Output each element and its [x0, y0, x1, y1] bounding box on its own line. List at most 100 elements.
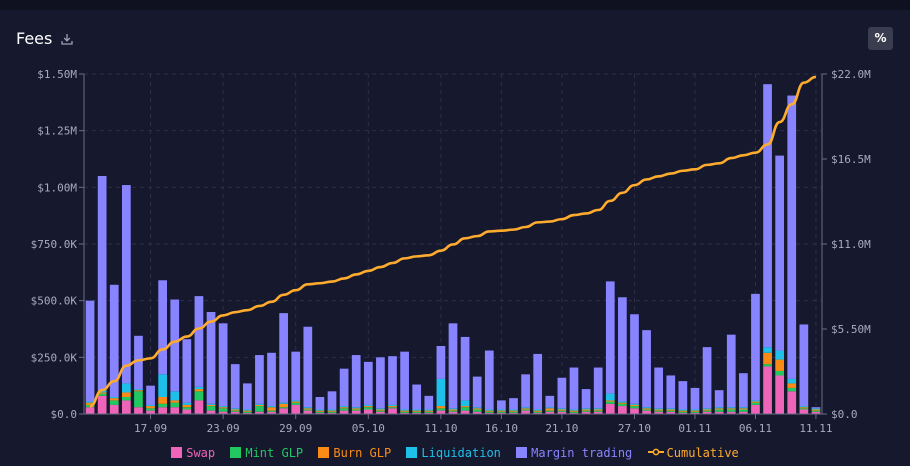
- bar-swap[interactable]: [267, 411, 276, 414]
- bar-margin-trading[interactable]: [109, 284, 119, 397]
- cumulative-line[interactable]: [89, 75, 817, 408]
- bar-liquidation[interactable]: [303, 407, 313, 409]
- bar-mint-glp[interactable]: [242, 411, 252, 413]
- bar-mint-glp[interactable]: [787, 387, 797, 392]
- bar-burn-glp[interactable]: [388, 406, 397, 408]
- bar-mint-glp[interactable]: [448, 410, 458, 412]
- bar-burn-glp[interactable]: [763, 352, 772, 365]
- bar-swap[interactable]: [400, 412, 409, 414]
- bar-burn-glp[interactable]: [630, 404, 639, 407]
- bar-mint-glp[interactable]: [775, 370, 785, 376]
- bar-mint-glp[interactable]: [557, 410, 567, 412]
- bar-swap[interactable]: [654, 411, 664, 414]
- bar-liquidation[interactable]: [605, 393, 615, 401]
- bar-mint-glp[interactable]: [327, 411, 337, 413]
- bar-mint-glp[interactable]: [521, 409, 530, 411]
- bar-margin-trading[interactable]: [484, 350, 494, 410]
- bar-liquidation[interactable]: [642, 407, 651, 409]
- bar-swap[interactable]: [811, 411, 821, 414]
- bar-liquidation[interactable]: [279, 402, 288, 404]
- bar-swap[interactable]: [424, 412, 434, 414]
- bar-margin-trading[interactable]: [146, 385, 155, 405]
- bar-mint-glp[interactable]: [121, 397, 131, 401]
- bar-liquidation[interactable]: [521, 407, 530, 409]
- bar-mint-glp[interactable]: [569, 411, 579, 413]
- bar-mint-glp[interactable]: [279, 407, 288, 409]
- bar-liquidation[interactable]: [666, 408, 676, 410]
- bar-liquidation[interactable]: [799, 406, 809, 408]
- bar-margin-trading[interactable]: [557, 377, 567, 409]
- bar-liquidation[interactable]: [533, 409, 543, 411]
- bar-swap[interactable]: [85, 407, 95, 414]
- bar-swap[interactable]: [436, 410, 446, 414]
- bar-liquidation[interactable]: [448, 408, 458, 410]
- bar-margin-trading[interactable]: [533, 353, 543, 410]
- bar-liquidation[interactable]: [206, 403, 216, 405]
- bar-swap[interactable]: [702, 411, 712, 414]
- bar-mint-glp[interactable]: [726, 409, 736, 412]
- bar-mint-glp[interactable]: [230, 410, 240, 412]
- legend-item-margin[interactable]: Margin trading: [516, 446, 632, 460]
- bar-margin-trading[interactable]: [702, 347, 712, 409]
- bar-mint-glp[interactable]: [811, 410, 821, 412]
- bar-margin-trading[interactable]: [763, 84, 772, 348]
- bar-margin-trading[interactable]: [158, 280, 167, 375]
- bar-burn-glp[interactable]: [291, 401, 301, 403]
- bar-liquidation[interactable]: [339, 406, 349, 408]
- bar-margin-trading[interactable]: [448, 323, 458, 409]
- bar-liquidation[interactable]: [424, 409, 434, 411]
- bar-liquidation[interactable]: [267, 406, 276, 408]
- bar-swap[interactable]: [194, 400, 204, 414]
- bar-margin-trading[interactable]: [569, 367, 579, 410]
- bar-liquidation[interactable]: [412, 409, 422, 411]
- bar-margin-trading[interactable]: [412, 384, 422, 410]
- bar-burn-glp[interactable]: [424, 410, 434, 412]
- bar-burn-glp[interactable]: [593, 409, 603, 411]
- bar-swap[interactable]: [182, 409, 192, 414]
- bar-swap[interactable]: [775, 375, 785, 414]
- bar-burn-glp[interactable]: [581, 409, 591, 411]
- bar-burn-glp[interactable]: [267, 407, 276, 411]
- bar-mint-glp[interactable]: [218, 408, 228, 412]
- bar-margin-trading[interactable]: [811, 407, 821, 409]
- bar-liquidation[interactable]: [702, 408, 712, 410]
- bar-margin-trading[interactable]: [726, 334, 736, 408]
- bar-swap[interactable]: [714, 411, 724, 414]
- bar-liquidation[interactable]: [291, 400, 301, 402]
- bar-swap[interactable]: [726, 411, 736, 414]
- bar-burn-glp[interactable]: [521, 408, 530, 410]
- bar-margin-trading[interactable]: [521, 374, 530, 408]
- bar-margin-trading[interactable]: [242, 383, 252, 410]
- bar-margin-trading[interactable]: [291, 351, 301, 401]
- bar-burn-glp[interactable]: [460, 406, 470, 408]
- bar-burn-glp[interactable]: [376, 409, 385, 411]
- bar-liquidation[interactable]: [787, 378, 797, 384]
- bar-mint-glp[interactable]: [545, 410, 555, 412]
- bar-burn-glp[interactable]: [315, 410, 325, 412]
- bar-swap[interactable]: [448, 411, 458, 414]
- bar-mint-glp[interactable]: [593, 410, 603, 412]
- bar-mint-glp[interactable]: [654, 410, 664, 412]
- bar-margin-trading[interactable]: [787, 95, 797, 379]
- bar-swap[interactable]: [97, 395, 107, 414]
- bar-liquidation[interactable]: [158, 374, 167, 397]
- bar-burn-glp[interactable]: [678, 410, 688, 412]
- bar-burn-glp[interactable]: [279, 403, 288, 408]
- bar-burn-glp[interactable]: [146, 406, 155, 409]
- legend-item-swap[interactable]: Swap: [171, 446, 215, 460]
- bar-liquidation[interactable]: [678, 409, 688, 411]
- bar-swap[interactable]: [739, 411, 748, 414]
- bar-margin-trading[interactable]: [605, 281, 615, 394]
- bar-burn-glp[interactable]: [85, 402, 95, 405]
- bar-mint-glp[interactable]: [267, 410, 276, 412]
- bar-swap[interactable]: [557, 411, 567, 414]
- bar-swap[interactable]: [376, 411, 385, 414]
- bar-liquidation[interactable]: [569, 409, 579, 411]
- bar-liquidation[interactable]: [726, 407, 736, 409]
- bar-burn-glp[interactable]: [109, 398, 119, 401]
- bar-burn-glp[interactable]: [194, 389, 204, 392]
- bar-swap[interactable]: [291, 404, 301, 414]
- bar-burn-glp[interactable]: [218, 407, 228, 409]
- bar-burn-glp[interactable]: [557, 409, 567, 411]
- bar-mint-glp[interactable]: [109, 400, 119, 405]
